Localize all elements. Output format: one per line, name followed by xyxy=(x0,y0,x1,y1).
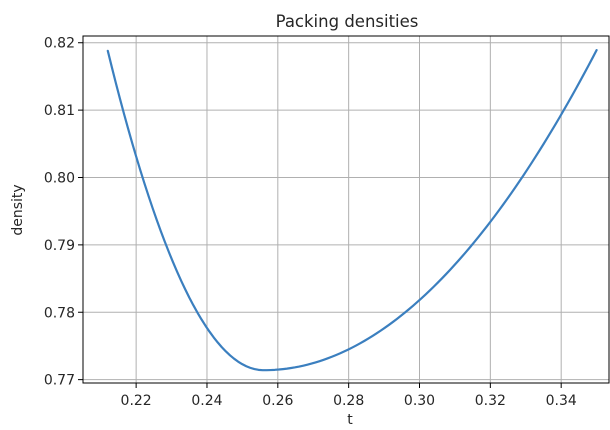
chart-title: Packing densities xyxy=(276,12,419,31)
x-tick-label: 0.26 xyxy=(262,393,293,409)
y-tick-label: 0.82 xyxy=(44,36,75,52)
x-tick-label: 0.30 xyxy=(404,393,435,409)
y-tick-label: 0.80 xyxy=(44,170,75,186)
y-tick-label: 0.81 xyxy=(44,103,75,119)
axes-frame xyxy=(82,35,610,384)
x-tick-label: 0.22 xyxy=(121,393,152,409)
x-axis: 0.22 0.24 0.26 0.28 0.30 0.32 0.34 xyxy=(121,383,577,409)
x-tick-label: 0.28 xyxy=(333,393,364,409)
y-axis: 0.77 0.78 0.79 0.80 0.81 0.82 xyxy=(44,36,83,389)
x-axis-label: t xyxy=(347,412,353,428)
plot-area xyxy=(106,49,598,372)
x-tick-label: 0.32 xyxy=(475,393,506,409)
y-tick-label: 0.79 xyxy=(44,238,75,254)
grid xyxy=(83,36,609,383)
x-tick-label: 0.24 xyxy=(191,393,222,409)
x-tick-label: 0.34 xyxy=(546,393,577,409)
y-tick-label: 0.78 xyxy=(44,305,75,321)
y-tick-label: 0.77 xyxy=(44,373,75,389)
density-curve xyxy=(106,49,598,372)
y-axis-label: density xyxy=(10,184,26,235)
